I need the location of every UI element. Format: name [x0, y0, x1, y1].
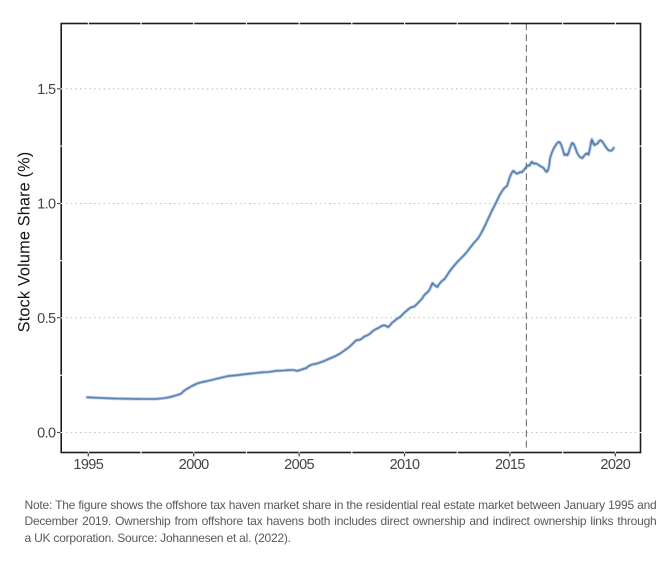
svg-text:0.5: 0.5	[37, 311, 56, 327]
svg-text:2005: 2005	[284, 457, 314, 473]
svg-text:2010: 2010	[390, 457, 420, 473]
svg-text:2000: 2000	[179, 457, 209, 473]
svg-text:1.5: 1.5	[37, 82, 56, 98]
svg-text:1995: 1995	[73, 457, 103, 473]
svg-text:1.0: 1.0	[37, 197, 56, 213]
svg-text:2020: 2020	[600, 457, 630, 473]
svg-text:0.0: 0.0	[37, 426, 56, 442]
svg-text:Stock Volume Share (%): Stock Volume Share (%)	[15, 152, 33, 333]
svg-text:2015: 2015	[495, 457, 525, 473]
